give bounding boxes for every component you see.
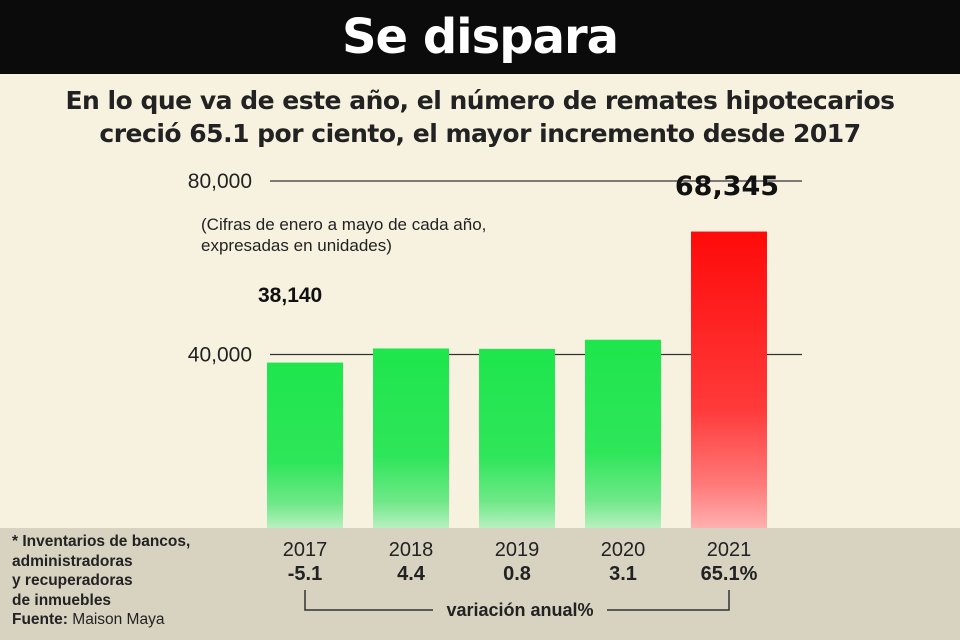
units-note: (Cifras de enero a mayo de cada año, exp… <box>201 214 486 256</box>
x-tick-label: 2018 <box>389 539 434 561</box>
data-label-2017: 38,140 <box>258 284 322 307</box>
annual-variation-label: -5.1 <box>288 563 322 585</box>
x-tick-label: 2021 <box>707 539 752 561</box>
annual-variation-label: 3.1 <box>609 563 637 585</box>
chart-subtitle: En lo que va de este año, el número de r… <box>0 84 960 150</box>
bar-2017 <box>267 362 343 528</box>
source-label: Fuente: <box>12 611 68 628</box>
x-tick-label: 2020 <box>601 539 646 561</box>
x-tick-label: 2019 <box>495 539 540 561</box>
units-note-line-1: (Cifras de enero a mayo de cada año, <box>201 215 487 234</box>
subtitle-line-2: creció 65.1 por ciento, el mayor increme… <box>99 119 861 148</box>
data-label-2021: 68,345 <box>675 171 779 202</box>
source-line: Fuente: Maison Maya <box>12 610 190 630</box>
footnote-line-1: * Inventarios de bancos, <box>12 533 191 550</box>
footnote-line-4: de inmuebles <box>12 591 112 609</box>
source-value: Maison Maya <box>72 611 165 628</box>
variation-label: variación anual% <box>446 600 593 620</box>
bottom-strip <box>0 528 960 640</box>
variation-bracket <box>304 590 730 611</box>
bar-2020 <box>585 339 661 528</box>
subtitle-line-1: En lo que va de este año, el número de r… <box>65 86 895 115</box>
footnote-line-3: y recuperadoras <box>12 572 133 589</box>
annual-variation-label: 4.4 <box>397 563 426 585</box>
bar-2019 <box>479 348 555 528</box>
units-note-line-2: expresadas en unidades) <box>201 236 392 255</box>
footnote-line-2: administradoras <box>12 552 133 570</box>
chart-title: Se dispara <box>341 9 619 65</box>
footnote: * Inventarios de bancos, administradoras… <box>12 532 190 630</box>
y-tick-label: 80,000 <box>188 170 252 193</box>
annual-variation-label: 65.1% <box>701 563 758 585</box>
annual-variation-label: 0.8 <box>503 563 531 585</box>
bar-2021 <box>691 231 767 528</box>
y-tick-label: 40,000 <box>188 344 252 367</box>
bar-2018 <box>373 348 449 528</box>
title-bar: Se dispara <box>0 0 960 74</box>
x-tick-label: 2017 <box>283 539 328 561</box>
